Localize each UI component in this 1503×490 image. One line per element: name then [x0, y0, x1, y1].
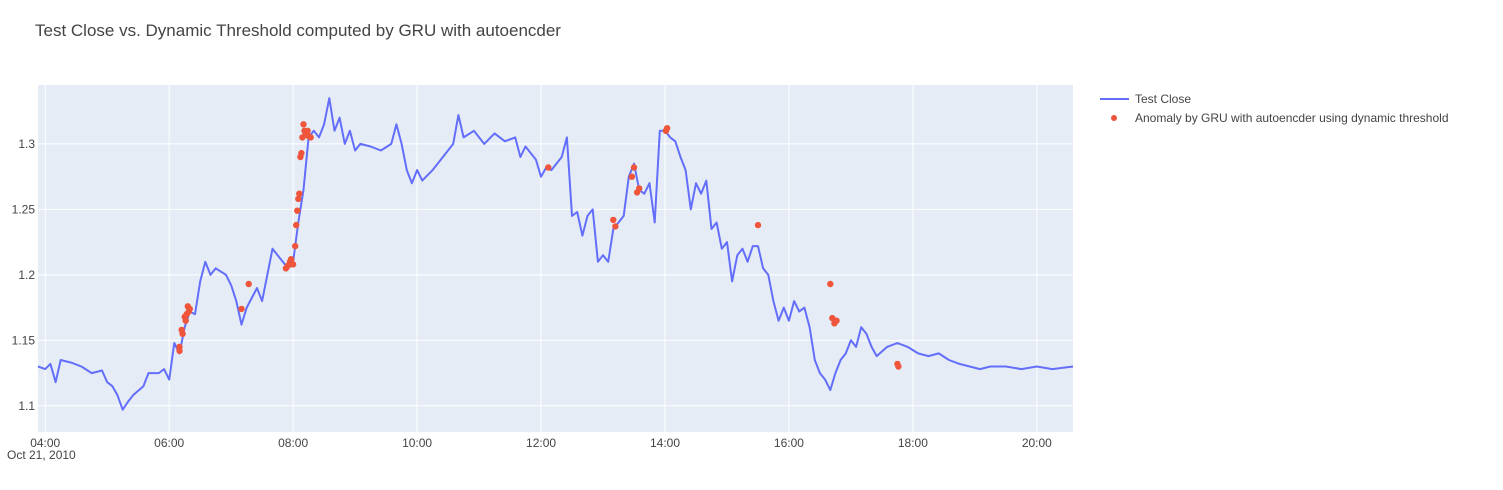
anomaly-point[interactable]: [612, 223, 619, 230]
x-tick-label: 04:00: [30, 436, 60, 450]
y-tick-label: 1.1: [18, 399, 35, 413]
anomaly-point[interactable]: [179, 330, 186, 337]
legend-dot-swatch: [1111, 115, 1117, 121]
anomaly-point[interactable]: [296, 190, 303, 197]
anomaly-point[interactable]: [295, 195, 302, 203]
anomaly-point[interactable]: [238, 305, 245, 313]
anomaly-point[interactable]: [663, 125, 671, 132]
legend-item-anomaly[interactable]: Anomaly by GRU with autoencder using dyn…: [1111, 111, 1449, 125]
test-close-line[interactable]: [37, 97, 1074, 411]
x-tick-label: 08:00: [278, 436, 308, 450]
y-tick-label: 1.25: [12, 202, 36, 216]
test-close-series[interactable]: [37, 97, 1074, 411]
chart-title: Test Close vs. Dynamic Threshold compute…: [35, 21, 561, 40]
plot-area: [38, 85, 1073, 432]
y-axis-ticks: 1.1 1.15 1.2 1.25 1.3: [12, 137, 36, 413]
anomaly-point[interactable]: [298, 149, 305, 157]
legend-item-test-close[interactable]: Test Close: [1100, 92, 1191, 106]
x-gridlines: [44, 85, 1038, 432]
anomaly-point[interactable]: [287, 256, 295, 263]
x-tick-label: 06:00: [154, 436, 184, 450]
anomaly-point[interactable]: [294, 207, 301, 214]
anomaly-point[interactable]: [245, 280, 252, 288]
anomaly-point[interactable]: [293, 221, 300, 229]
anomaly-point[interactable]: [833, 317, 840, 324]
x-axis-ticks: 04:00 06:00 08:00 10:00 12:00 14:00 16:00 18:00…: [30, 436, 1052, 450]
anomaly-point[interactable]: [636, 185, 643, 192]
legend[interactable]: Test Close Anomaly by GRU with autoencde…: [1100, 92, 1449, 125]
x-tick-label: 14:00: [650, 436, 680, 450]
x-tick-label: 16:00: [774, 436, 804, 450]
legend-label-anomaly: Anomaly by GRU with autoencder using dyn…: [1135, 111, 1449, 125]
anomaly-point[interactable]: [289, 261, 297, 268]
x-tick-label: 10:00: [402, 436, 432, 450]
anomaly-point[interactable]: [827, 280, 834, 288]
anomaly-point[interactable]: [630, 164, 638, 171]
x-tick-label: 20:00: [1022, 436, 1052, 450]
anomaly-point[interactable]: [754, 221, 762, 229]
anomaly-point[interactable]: [176, 347, 183, 354]
y-tick-label: 1.2: [18, 268, 35, 282]
anomaly-point[interactable]: [292, 242, 299, 250]
anomaly-point[interactable]: [545, 164, 552, 171]
anomaly-point[interactable]: [307, 134, 314, 141]
anomaly-point[interactable]: [186, 305, 193, 313]
anomaly-point[interactable]: [300, 121, 307, 128]
x-axis-date-label: Oct 21, 2010: [7, 448, 76, 462]
y-tick-label: 1.15: [12, 333, 36, 347]
anomaly-point[interactable]: [610, 216, 617, 224]
x-tick-label: 12:00: [526, 436, 556, 450]
x-tick-label: 18:00: [898, 436, 928, 450]
anomaly-point[interactable]: [628, 173, 636, 180]
y-tick-label: 1.3: [18, 137, 35, 151]
legend-label-test-close: Test Close: [1135, 92, 1191, 106]
anomaly-point[interactable]: [304, 127, 311, 134]
anomaly-series[interactable]: [176, 121, 902, 370]
anomaly-point[interactable]: [895, 363, 902, 370]
anomaly-point[interactable]: [182, 317, 189, 324]
